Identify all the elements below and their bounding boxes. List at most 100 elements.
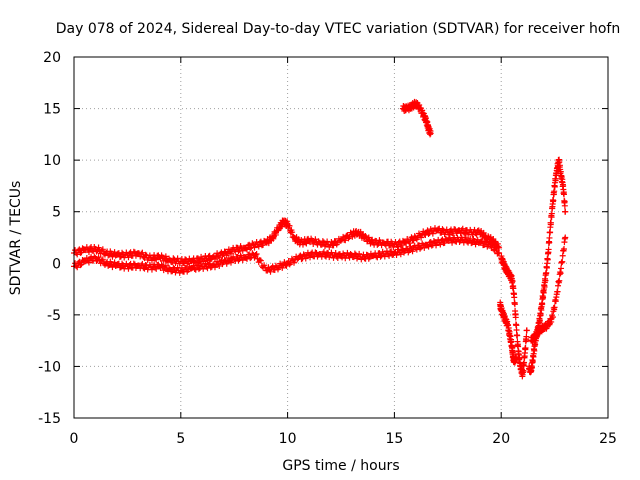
data-point — [148, 257, 155, 264]
y-axis-label: SDTVAR / TECUs — [8, 181, 24, 296]
data-point — [272, 231, 279, 238]
data-point — [398, 241, 405, 248]
data-point — [260, 241, 267, 248]
data-point — [204, 257, 211, 264]
data-point — [486, 238, 493, 245]
data-point — [298, 256, 305, 263]
x-tick-label: 5 — [176, 431, 185, 447]
data-point — [411, 233, 418, 240]
data-point — [261, 262, 268, 269]
data-point — [78, 249, 85, 256]
data-point — [334, 255, 341, 262]
data-point — [554, 288, 561, 295]
axis-ticks — [73, 56, 609, 419]
data-point — [344, 249, 351, 256]
data-point — [365, 234, 372, 241]
data-point — [295, 236, 302, 243]
data-point — [548, 210, 555, 217]
data-point — [456, 238, 463, 245]
data-point — [279, 264, 286, 271]
data-point — [227, 250, 234, 257]
data-point — [420, 228, 427, 235]
data-point — [251, 244, 258, 251]
x-tick-label: 20 — [492, 431, 510, 447]
y-tick-label: 5 — [52, 205, 61, 221]
data-point — [562, 208, 569, 215]
data-point — [85, 259, 92, 266]
data-point — [556, 277, 563, 284]
data-point — [125, 265, 132, 272]
data-point — [509, 278, 516, 285]
data-point — [256, 257, 263, 264]
data-point — [547, 219, 554, 226]
data-point — [88, 254, 95, 261]
data-point — [93, 257, 100, 264]
data-point — [300, 251, 307, 258]
data-point — [153, 265, 160, 272]
data-point — [328, 238, 335, 245]
chart-title: Day 078 of 2024, Sidereal Day-to-day VTE… — [56, 21, 620, 37]
data-point — [105, 262, 112, 269]
data-point — [139, 260, 146, 267]
data-point — [247, 245, 254, 252]
data-point — [227, 259, 234, 266]
data-point — [425, 243, 432, 250]
y-tick-label: 15 — [43, 102, 61, 118]
data-point — [542, 277, 549, 284]
data-point — [422, 232, 429, 239]
data-point — [522, 344, 529, 351]
data-point — [513, 327, 520, 334]
data-point — [562, 234, 569, 241]
data-point — [559, 252, 566, 259]
data-point — [200, 265, 207, 272]
data-point — [523, 333, 530, 340]
data-point — [496, 249, 503, 256]
data-point — [289, 229, 296, 236]
data-point — [291, 259, 298, 266]
data-point — [251, 254, 258, 261]
data-point — [459, 225, 466, 232]
data-point — [545, 246, 552, 253]
data-point — [340, 233, 347, 240]
data-point — [394, 243, 401, 250]
data-point — [312, 236, 319, 243]
data-point — [369, 236, 376, 243]
data-point — [552, 177, 559, 184]
data-point — [95, 254, 102, 261]
data-point — [252, 252, 259, 259]
data-point — [74, 264, 81, 271]
data-point — [437, 241, 444, 248]
data-point — [523, 327, 530, 334]
data-point — [286, 222, 293, 229]
data-point — [426, 239, 433, 246]
data-point — [520, 368, 527, 375]
x-tick-label: 10 — [279, 431, 297, 447]
data-point — [430, 237, 437, 244]
data-point — [536, 317, 543, 324]
data-point — [216, 262, 223, 269]
y-tick-label: -5 — [47, 308, 61, 324]
data-point — [413, 246, 420, 253]
data-point — [142, 251, 149, 258]
data-point — [253, 251, 260, 258]
data-point — [427, 130, 434, 137]
data-point — [130, 248, 137, 255]
data-point — [513, 355, 520, 362]
data-point — [162, 262, 169, 269]
data-point — [244, 255, 251, 262]
data-point — [77, 262, 84, 269]
data-point — [561, 202, 568, 209]
data-point — [312, 249, 319, 256]
data-point — [267, 268, 274, 275]
data-point — [449, 239, 456, 246]
data-point — [493, 246, 500, 253]
data-point — [397, 251, 404, 258]
y-tick-label: -10 — [38, 359, 61, 375]
data-point — [558, 265, 565, 272]
data-point — [362, 232, 369, 239]
y-tick-labels: -15 -10 -5 0 5 10 15 20 — [38, 50, 61, 427]
y-tick-label: -15 — [38, 411, 61, 427]
data-point — [281, 259, 288, 266]
data-point — [546, 234, 553, 241]
data-point — [162, 253, 169, 260]
